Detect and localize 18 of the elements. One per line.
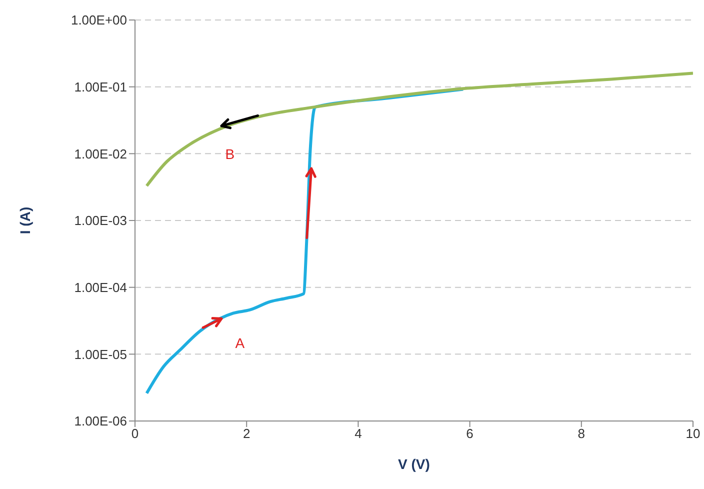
annotation: A	[235, 335, 246, 352]
x-tick-label: 10	[686, 426, 700, 442]
y-tick-label: 1.00E-04	[74, 280, 127, 295]
y-tick-label: 1.00E-06	[74, 414, 127, 429]
line-series	[145, 72, 693, 188]
y-tick-label: 1.00E-05	[74, 346, 127, 362]
x-tick-label: 2	[242, 426, 250, 442]
annotation: B	[225, 146, 235, 162]
x-tick-label: 6	[466, 426, 474, 442]
y-tick-label: 1.00E-03	[74, 213, 127, 228]
x-tick-label: 4	[354, 426, 362, 442]
y-tick-label: 1.00E+00	[70, 12, 127, 28]
y-tick-label: 1.00E-02	[74, 146, 127, 162]
x-tick-label: 8	[578, 426, 586, 442]
y-axis-title: I (A)	[16, 206, 33, 234]
y-tick-label: 1.00E-01	[74, 79, 127, 94]
x-tick-label: 0	[131, 426, 139, 442]
x-axis-title: V (V)	[398, 456, 430, 472]
